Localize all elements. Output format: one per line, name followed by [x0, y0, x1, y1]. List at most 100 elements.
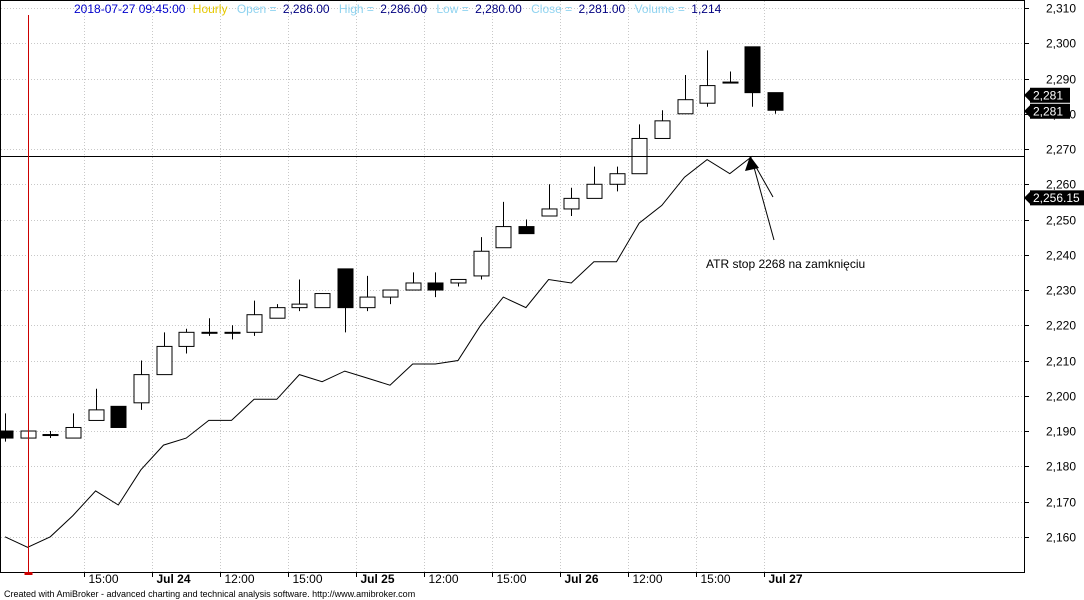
candle-body-down: [337, 268, 354, 309]
footer-credit: Created with AmiBroker - advanced charti…: [4, 589, 415, 599]
candle[interactable]: [677, 75, 694, 115]
candle[interactable]: [178, 328, 195, 354]
x-axis: 15:00 Jul 24 12:00 15:00 Jul 25 12:00 15:00 Jul…: [84, 572, 803, 586]
x-tick-label: 12:00: [429, 572, 459, 586]
candle[interactable]: [767, 92, 784, 114]
candle-body-down: [767, 92, 784, 111]
candle[interactable]: [405, 272, 422, 291]
candle[interactable]: [314, 293, 331, 309]
candle-body-down: [744, 46, 761, 94]
candle[interactable]: [337, 268, 354, 333]
x-tick-label: Jul 25: [361, 572, 395, 586]
badge-label: 2,281: [1033, 104, 1063, 118]
candle[interactable]: [246, 300, 263, 336]
candle-body-up: [359, 296, 376, 309]
grid-lines: [1, 1, 1024, 572]
candle[interactable]: [291, 279, 308, 312]
y-tick-label: 2,240: [1046, 249, 1076, 263]
candle[interactable]: [722, 71, 739, 84]
candle-body-up: [563, 197, 580, 210]
header-volume-label: Volume =: [635, 2, 685, 16]
candle-body-up: [473, 250, 490, 277]
candle[interactable]: [156, 332, 173, 376]
candle-body-up: [291, 303, 308, 309]
candle-body-up: [201, 331, 218, 334]
candle-body-up: [246, 314, 263, 333]
header-high-label: High =: [339, 2, 374, 16]
badge-label: 2,281: [1033, 88, 1063, 102]
y-tick-label: 2,210: [1046, 355, 1076, 369]
arrowhead-icon: [745, 156, 759, 171]
badge-pointer: [1024, 191, 1030, 204]
y-tick-label: 2,180: [1046, 460, 1076, 474]
y-tick-label: 2,290: [1046, 73, 1076, 87]
candle-body-up: [156, 345, 173, 376]
candle[interactable]: [586, 166, 603, 199]
candle-body-up: [133, 374, 150, 404]
candle-body-up: [699, 85, 716, 104]
candle-body-up: [314, 293, 331, 309]
candle[interactable]: [563, 187, 580, 217]
header-open-label: Open =: [237, 2, 277, 16]
candle[interactable]: [382, 289, 399, 305]
candles-group: [0, 46, 784, 442]
candle-body-up: [88, 409, 105, 421]
candle-body-up: [541, 208, 558, 217]
candle[interactable]: [654, 110, 671, 139]
y-tick-label: 2,220: [1046, 319, 1076, 333]
x-tick-label: 15:00: [497, 572, 527, 586]
y-tick-label: 2,260: [1046, 178, 1076, 192]
candle[interactable]: [0, 413, 14, 442]
candle[interactable]: [110, 405, 127, 428]
annotation-arrow-shaft: [751, 159, 775, 241]
candle[interactable]: [88, 388, 105, 421]
annotation: ATR stop 2268 na zamknięciu: [706, 156, 865, 271]
y-tick-label: 2,230: [1046, 284, 1076, 298]
candle-body-up: [677, 99, 694, 115]
indicator-badge: 2,256.15: [1024, 190, 1084, 206]
candle-body-up: [42, 434, 59, 437]
badge-box: [1030, 190, 1084, 206]
candle[interactable]: [473, 237, 490, 280]
candle[interactable]: [427, 272, 444, 298]
candle[interactable]: [359, 275, 376, 312]
candle[interactable]: [495, 201, 512, 249]
y-tick-label: 2,300: [1046, 37, 1076, 51]
badge-pointer: [1024, 89, 1030, 102]
candle-body-up: [495, 226, 512, 249]
annotation-text: ATR stop 2268 na zamknięciu: [706, 257, 865, 271]
y-tick-label: 2,310: [1046, 2, 1076, 16]
candle-body-up: [405, 282, 422, 291]
candle[interactable]: [541, 184, 558, 217]
header-low-value: 2,280.00: [475, 2, 522, 16]
last-price-badge: 2,281: [1024, 87, 1070, 103]
candle[interactable]: [699, 50, 716, 107]
candle[interactable]: [65, 413, 82, 439]
candle[interactable]: [450, 278, 467, 287]
candle[interactable]: [224, 325, 241, 340]
y-tick-label: 2,250: [1046, 214, 1076, 228]
candle[interactable]: [631, 124, 648, 175]
header-interval: Hourly: [193, 2, 228, 16]
badge-label: 2,256.15: [1033, 191, 1080, 205]
candle[interactable]: [518, 219, 535, 235]
x-tick-label: Jul 26: [565, 572, 599, 586]
candle[interactable]: [133, 360, 150, 410]
x-tick-label: 12:00: [225, 572, 255, 586]
atr-stop-line: [4, 155, 753, 548]
plot-frame: [0, 0, 1025, 573]
x-tick-label: 12:00: [633, 572, 663, 586]
candle-body-up: [654, 120, 671, 139]
candle-body-up: [722, 81, 739, 84]
candle[interactable]: [269, 304, 286, 319]
y-tick-label: 2,190: [1046, 425, 1076, 439]
candle[interactable]: [744, 46, 761, 107]
y-tick-label: 2,160: [1046, 531, 1076, 545]
header-high-value: 2,286.00: [380, 2, 427, 16]
x-tick-label: 15:00: [701, 572, 731, 586]
candle-body-up: [224, 331, 241, 334]
candle[interactable]: [42, 431, 59, 439]
candle[interactable]: [609, 166, 626, 192]
candle[interactable]: [201, 318, 218, 336]
